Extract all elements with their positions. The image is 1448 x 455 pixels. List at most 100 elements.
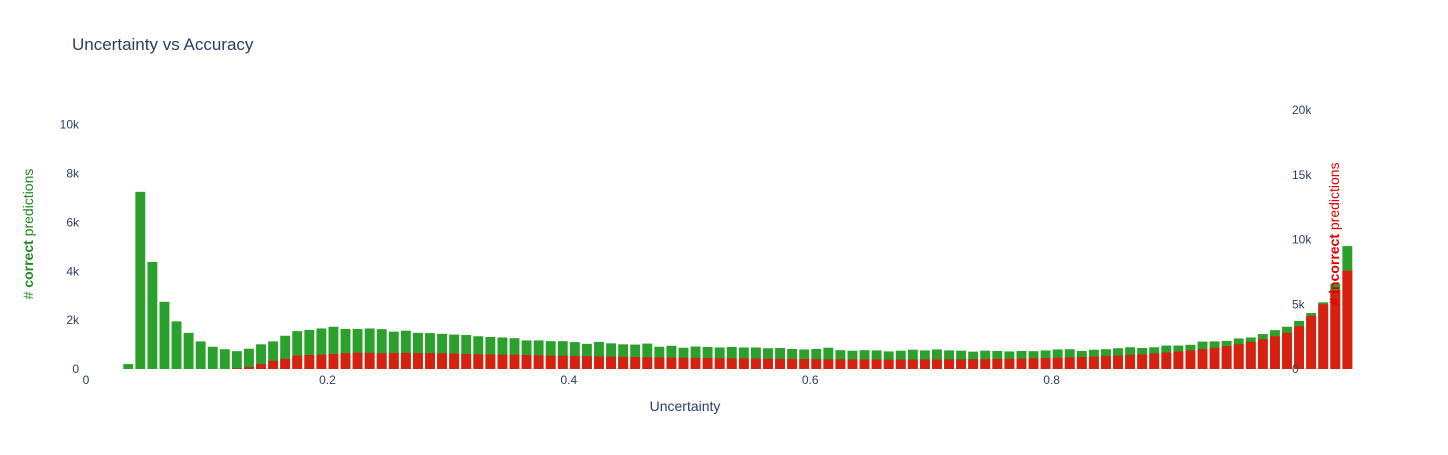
- incorrect-bar: [1149, 353, 1160, 369]
- right-y-axis-label-suffix: predictions: [1326, 162, 1342, 234]
- left-y-axis-label: # correct predictions: [20, 169, 36, 300]
- correct-bar: [823, 347, 834, 369]
- incorrect-bar: [1257, 339, 1268, 369]
- incorrect-bar: [654, 357, 665, 369]
- correct-bar: [907, 349, 918, 369]
- incorrect-bar: [437, 353, 448, 369]
- incorrect-bar: [473, 354, 484, 369]
- correct-bars: [123, 191, 1353, 369]
- incorrect-bar: [714, 358, 725, 369]
- incorrect-bar: [726, 358, 737, 369]
- x-tick-label: 0.8: [1043, 373, 1060, 387]
- incorrect-bar: [992, 358, 1003, 369]
- incorrect-bar: [1113, 355, 1123, 369]
- incorrect-bar: [316, 354, 327, 369]
- incorrect-bar: [1185, 350, 1196, 369]
- incorrect-bar: [557, 355, 568, 369]
- incorrect-bar: [364, 352, 375, 369]
- correct-bar: [147, 261, 158, 369]
- left-y-axis-label-prefix: #: [20, 288, 36, 300]
- incorrect-bar: [280, 358, 291, 369]
- correct-bar: [183, 332, 194, 369]
- correct-bar: [630, 344, 641, 369]
- incorrect-bar: [1076, 356, 1087, 369]
- incorrect-bar: [231, 368, 242, 369]
- right-y-tick-label: 20k: [1292, 103, 1312, 117]
- incorrect-bar: [1040, 357, 1051, 369]
- right-y-tick-label: 15k: [1292, 168, 1312, 182]
- right-y-axis-ticks: 0 5k 10k 15k 20k: [1292, 103, 1312, 376]
- correct-bar: [497, 337, 508, 369]
- correct-bar: [364, 328, 375, 369]
- correct-bar: [304, 329, 315, 369]
- incorrect-bar: [678, 357, 689, 369]
- correct-bar: [461, 335, 472, 369]
- incorrect-bar: [738, 358, 749, 369]
- right-y-tick-label: 5k: [1292, 297, 1306, 311]
- correct-bar: [135, 191, 146, 369]
- incorrect-bar: [956, 359, 967, 369]
- incorrect-bar: [666, 357, 677, 369]
- incorrect-bar: [823, 359, 834, 369]
- x-tick-label: 0.2: [319, 373, 336, 387]
- incorrect-bar: [811, 359, 822, 369]
- incorrect-bar: [521, 355, 532, 369]
- correct-bar: [231, 351, 242, 369]
- x-tick-label: 0: [83, 373, 90, 387]
- incorrect-bar: [630, 356, 641, 369]
- incorrect-bar: [328, 353, 339, 369]
- incorrect-bar: [1197, 349, 1208, 369]
- incorrect-bar: [1125, 354, 1136, 369]
- incorrect-bar: [690, 357, 701, 369]
- incorrect-bar: [412, 353, 423, 369]
- incorrect-bar: [871, 359, 882, 369]
- correct-bar: [521, 340, 532, 369]
- incorrect-bar: [1342, 270, 1353, 369]
- incorrect-bar: [907, 359, 918, 369]
- incorrect-bar: [835, 359, 846, 369]
- incorrect-bar: [594, 356, 604, 369]
- correct-bar: [738, 347, 749, 369]
- right-y-axis-label: # incorrect predictions: [1326, 162, 1342, 305]
- incorrect-bar: [425, 353, 435, 369]
- incorrect-bar: [944, 359, 954, 369]
- incorrect-bar: [1088, 356, 1099, 369]
- incorrect-bar: [1101, 356, 1111, 369]
- incorrect-bar: [581, 356, 592, 369]
- correct-bar: [292, 331, 303, 369]
- incorrect-bar: [1161, 352, 1172, 369]
- incorrect-bar: [1173, 351, 1184, 369]
- incorrect-bar: [980, 359, 991, 369]
- correct-bar: [569, 342, 580, 369]
- left-y-tick-label: 2k: [66, 313, 80, 327]
- incorrect-bar: [1052, 357, 1063, 369]
- incorrect-bar: [376, 353, 387, 369]
- incorrect-bar: [642, 357, 653, 369]
- correct-bar: [376, 329, 387, 369]
- incorrect-bar: [895, 359, 906, 369]
- correct-bar: [763, 348, 773, 369]
- incorrect-bar: [533, 355, 544, 369]
- incorrect-bar: [244, 366, 254, 369]
- incorrect-bar: [763, 358, 773, 369]
- correct-bar: [437, 333, 448, 369]
- right-y-tick-label: 0: [1292, 362, 1299, 376]
- incorrect-bar: [606, 356, 617, 369]
- correct-bar: [545, 341, 556, 369]
- correct-bar: [412, 332, 423, 369]
- incorrect-bar: [799, 359, 810, 369]
- correct-bar: [618, 344, 629, 369]
- incorrect-bar: [750, 358, 761, 369]
- incorrect-bar: [787, 358, 798, 369]
- correct-bar: [207, 346, 218, 369]
- correct-bar: [195, 341, 206, 369]
- left-y-axis-ticks: 0 2k 4k 6k 8k 10k: [60, 118, 80, 376]
- correct-bar: [256, 344, 266, 369]
- x-axis-label: Uncertainty: [650, 398, 721, 414]
- incorrect-bar: [1016, 358, 1027, 369]
- incorrect-bar: [1306, 315, 1317, 369]
- incorrect-bar: [485, 354, 496, 369]
- right-y-axis-label-bold: incorrect: [1326, 234, 1342, 294]
- incorrect-bar: [1245, 341, 1256, 369]
- left-y-tick-label: 10k: [60, 118, 80, 132]
